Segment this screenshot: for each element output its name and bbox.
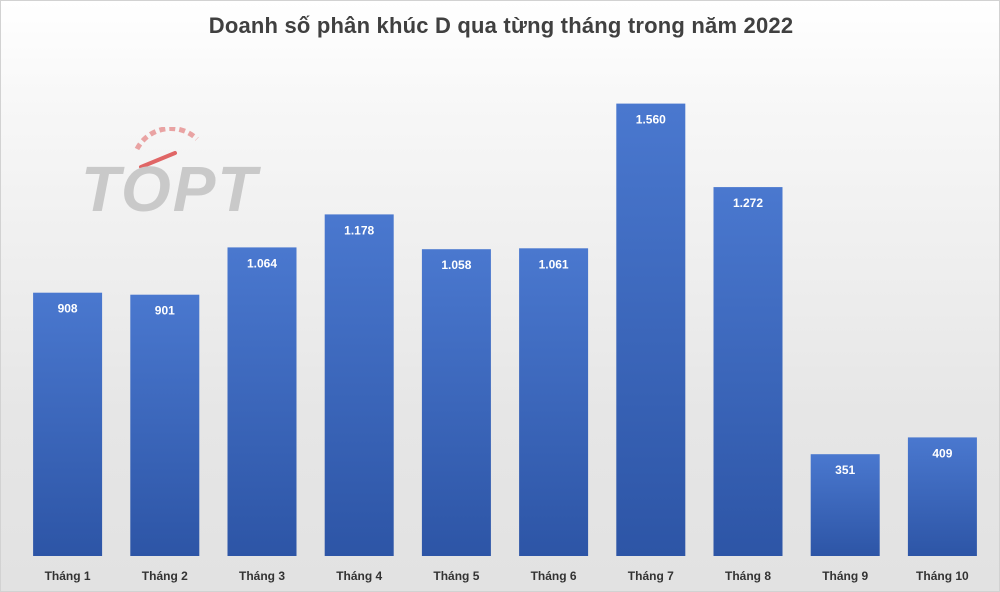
bar-7 [616,103,686,556]
bar-value-label: 1.178 [344,223,374,237]
bar-value-label: 351 [835,463,855,477]
x-tick-label: Tháng 7 [628,569,674,583]
topt-logo: TOPT [81,127,261,219]
bar-6 [519,248,589,557]
bar-value-label: 409 [932,446,952,460]
x-tick-label: Tháng 6 [531,569,577,583]
bar-8 [713,187,783,556]
bar-10 [907,437,977,556]
bar-2 [130,294,200,556]
chart-title: Doanh số phân khúc D qua từng tháng tron… [208,13,794,38]
bar-value-label: 901 [155,304,175,318]
x-tick-label: Tháng 1 [45,569,91,583]
x-tick-label: Tháng 2 [142,569,188,583]
speedometer-logo-icon [134,127,199,169]
bar-5 [421,249,491,556]
x-tick-label: Tháng 5 [433,569,479,583]
x-tick-label: Tháng 3 [239,569,285,583]
bar-value-label: 1.560 [636,113,666,127]
bar-value-label: 908 [58,302,78,316]
x-tick-label: Tháng 9 [822,569,868,583]
bar-value-label: 1.064 [247,256,277,270]
bar-1 [33,292,103,556]
x-tick-label: Tháng 10 [916,569,969,583]
bar-value-label: 1.272 [733,196,763,210]
x-tick-label: Tháng 4 [336,569,382,583]
bar-3 [227,247,297,556]
x-tick-label: Tháng 8 [725,569,771,583]
bar-9 [810,454,880,556]
bar-value-label: 1.058 [441,258,471,272]
bar-4 [324,214,394,556]
bar-value-label: 1.061 [539,257,569,271]
logo-text: TOPT [81,153,261,219]
